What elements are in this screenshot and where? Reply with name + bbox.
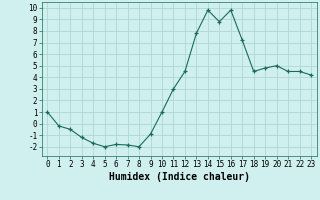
X-axis label: Humidex (Indice chaleur): Humidex (Indice chaleur) xyxy=(109,172,250,182)
